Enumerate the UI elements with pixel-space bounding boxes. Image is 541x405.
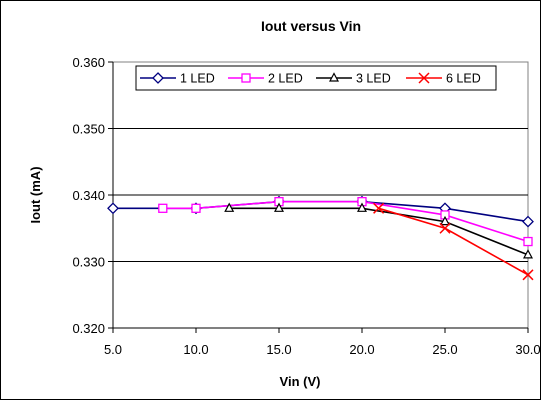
data-point xyxy=(373,202,385,214)
legend-label: 2 LED xyxy=(268,72,303,86)
y-tick-label: 0.350 xyxy=(72,122,105,137)
legend-item: 2 LED xyxy=(228,72,303,86)
series-line xyxy=(162,200,529,243)
data-point xyxy=(522,215,534,228)
data-point xyxy=(274,202,284,212)
x-axis-title: Vin (V) xyxy=(280,374,321,389)
grid-lines xyxy=(113,128,528,262)
legend-marker xyxy=(241,73,251,83)
tick-labels: 0.320 0.330 0.340 0.350 0.360 5.0 10.0 15.0 20.0… xyxy=(72,55,540,357)
x-tick-label: 20.0 xyxy=(349,342,374,357)
marker-stroke xyxy=(522,269,534,281)
chart-title: Iout versus Vin xyxy=(261,18,361,34)
y-tick-label: 0.320 xyxy=(72,321,105,336)
y-axis-title: Iout (mA) xyxy=(28,166,43,223)
legend-label: 1 LED xyxy=(180,72,215,86)
x-tick-label: 10.0 xyxy=(183,342,208,357)
data-point xyxy=(191,203,201,213)
marker-stroke xyxy=(418,72,430,84)
marker-stroke xyxy=(373,202,385,214)
series-3-led xyxy=(224,202,533,259)
x-tick-label: 5.0 xyxy=(104,342,122,357)
data-point xyxy=(357,202,367,212)
x-tick-label: 15.0 xyxy=(266,342,291,357)
y-tick-label: 0.330 xyxy=(72,255,105,270)
legend-marker xyxy=(152,72,164,84)
legend-label: 3 LED xyxy=(356,72,391,86)
data-point xyxy=(522,269,534,281)
series-2-led xyxy=(158,196,533,247)
data-point xyxy=(440,215,450,226)
data-point xyxy=(158,203,168,213)
legend-marker xyxy=(329,72,339,82)
legend: 1 LED 2 LED 3 LED 6 LED xyxy=(135,65,497,91)
data-point xyxy=(523,249,533,259)
series-6-led xyxy=(373,202,534,281)
marker-stroke xyxy=(439,222,451,234)
legend-item: 6 LED xyxy=(406,72,481,86)
x-tick-label: 30.0 xyxy=(515,342,540,357)
axes xyxy=(108,61,529,333)
data-point xyxy=(523,236,533,247)
y-tick-label: 0.340 xyxy=(72,188,105,203)
data-point xyxy=(439,222,451,234)
legend-items: 1 LED 2 LED 3 LED 6 LED xyxy=(140,72,481,86)
series-layer xyxy=(107,195,534,281)
data-point xyxy=(224,202,235,212)
y-tick-label: 0.360 xyxy=(72,55,105,70)
data-point xyxy=(107,202,119,215)
legend-label: 6 LED xyxy=(446,72,481,86)
legend-item: 3 LED xyxy=(316,72,391,86)
x-tick-label: 25.0 xyxy=(432,342,457,357)
legend-item: 1 LED xyxy=(140,72,215,86)
legend-marker xyxy=(418,72,430,84)
